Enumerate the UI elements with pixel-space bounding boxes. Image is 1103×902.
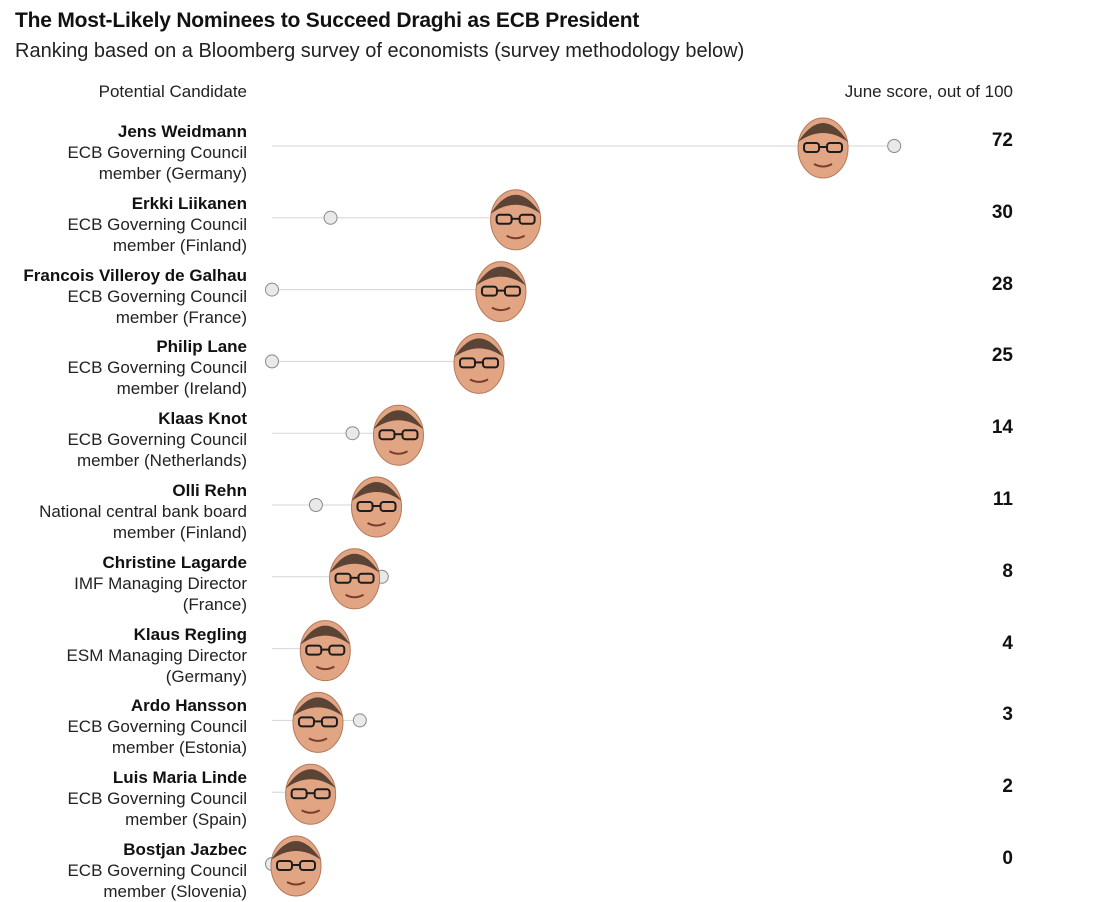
- candidate-name: Olli Rehn: [172, 481, 247, 500]
- score-value: 8: [1002, 560, 1013, 582]
- prior-score-dot: [308, 498, 323, 512]
- candidate-name: Jens Weidmann: [117, 122, 247, 141]
- candidate-mouth: [469, 378, 489, 383]
- score-value: 14: [991, 417, 1013, 439]
- prior-score-dot: [345, 426, 360, 441]
- prior-score-dot: [352, 713, 367, 728]
- candidate-detail: member (Slovenia): [103, 882, 247, 901]
- candidate-mouth: [506, 234, 526, 240]
- prior-score-dot: [265, 354, 279, 369]
- candidate-name: Luis Maria Linde: [112, 768, 247, 788]
- score-value: 11: [992, 489, 1013, 510]
- candidate-role: IMF Managing Director: [74, 573, 247, 593]
- candidate-name: Klaus Regling: [133, 624, 247, 644]
- candidate-role: ESM Managing Director: [66, 645, 247, 665]
- candidate-role: ECB Governing Council: [67, 430, 247, 450]
- candidate-name: Christine Lagarde: [102, 552, 247, 572]
- candidate-label: Ardo Hansson ECB Governing Council member …: [0, 695, 247, 758]
- candidate-mouth: [388, 450, 408, 455]
- candidate-detail: member (Netherlands): [76, 451, 247, 471]
- candidate-label: Klaas Knot ECB Governing Council member (N…: [0, 408, 247, 471]
- score-value: 0: [1002, 848, 1013, 869]
- candidate-role: ECB Governing Council: [67, 789, 247, 809]
- candidate-role: ECB Governing Council: [67, 143, 247, 162]
- candidate-label: Christine Lagarde IMF Managing Director (F…: [0, 552, 247, 615]
- candidate-name: Ardo Hansson: [130, 696, 247, 716]
- candidate-detail: member (Finland): [112, 235, 247, 255]
- score-value: 72: [991, 130, 1013, 151]
- candidate-hair: [373, 410, 424, 430]
- score-value: 2: [1002, 776, 1013, 798]
- candidate-mouth: [286, 881, 306, 886]
- candidate-hair: [454, 338, 504, 358]
- candidate-mouth: [367, 522, 387, 527]
- candidate-detail: (Germany): [165, 666, 247, 686]
- candidate-hair: [798, 123, 849, 142]
- candidate-mouth: [345, 593, 365, 599]
- chart-subtitle: Ranking based on a Bloomberg survey of e…: [15, 40, 745, 62]
- candidate-mouth: [301, 809, 321, 814]
- candidate-name: Philip Lane: [156, 337, 247, 357]
- candidate-detail: member (France): [115, 307, 247, 327]
- candidate-mouth: [308, 737, 328, 742]
- candidate-hair: [351, 482, 402, 501]
- prior-score-dot: [323, 210, 338, 225]
- candidate-detail: member (Estonia): [111, 738, 247, 758]
- candidate-mouth: [813, 163, 833, 168]
- score-value: 4: [1002, 632, 1013, 654]
- candidate-label: Erkki Liikanen ECB Governing Council membe…: [0, 193, 247, 256]
- candidate-hair: [300, 625, 351, 645]
- candidate-label: Luis Maria Linde ECB Governing Council mem…: [0, 767, 247, 830]
- candidate-mouth: [491, 306, 511, 312]
- chart-title: The Most-Likely Nominees to Succeed Drag…: [15, 9, 640, 32]
- score-value: 25: [991, 345, 1013, 367]
- candidate-role: National central bank board: [39, 502, 247, 521]
- candidate-label: Francois Villeroy de Galhau ECB Governing…: [0, 265, 247, 328]
- candidate-hair: [329, 553, 380, 573]
- candidate-mouth: [315, 665, 335, 671]
- score-value: 28: [991, 273, 1013, 295]
- column-header-candidate: Potential Candidate: [98, 82, 247, 101]
- candidate-hair: [285, 769, 336, 789]
- candidate-detail: member (Finland): [112, 523, 247, 542]
- candidate-hair: [490, 194, 541, 214]
- prior-score-dot: [265, 282, 279, 297]
- candidate-detail: (France): [182, 594, 247, 614]
- candidate-name: Francois Villeroy de Galhau: [23, 265, 247, 285]
- score-value: 30: [991, 201, 1013, 223]
- score-value: 3: [1002, 704, 1013, 726]
- candidate-name: Erkki Liikanen: [131, 193, 247, 213]
- candidate-detail: member (Germany): [98, 164, 247, 183]
- candidate-role: ECB Governing Council: [67, 286, 247, 306]
- candidate-label: Jens Weidmann ECB Governing Council member…: [0, 121, 247, 184]
- candidate-role: ECB Governing Council: [67, 717, 247, 737]
- column-header-score: June score, out of 100: [844, 82, 1013, 101]
- candidate-label: Philip Lane ECB Governing Council member (…: [0, 336, 247, 399]
- candidate-label: Olli Rehn National central bank board memb…: [0, 480, 247, 543]
- candidate-role: ECB Governing Council: [67, 214, 247, 234]
- candidate-detail: member (Ireland): [116, 379, 247, 399]
- candidate-hair: [271, 841, 321, 860]
- candidate-name: Bostjan Jazbec: [123, 840, 247, 859]
- candidate-hair: [292, 697, 343, 717]
- candidate-role: ECB Governing Council: [67, 358, 247, 378]
- candidate-name: Klaas Knot: [158, 409, 247, 429]
- candidate-label: Klaus Regling ESM Managing Director (Germa…: [0, 624, 247, 687]
- candidate-role: ECB Governing Council: [67, 861, 247, 880]
- candidate-label: Bostjan Jazbec ECB Governing Council membe…: [0, 839, 247, 902]
- candidate-detail: member (Spain): [125, 810, 247, 830]
- candidate-hair: [475, 266, 526, 286]
- prior-score-dot: [887, 139, 902, 153]
